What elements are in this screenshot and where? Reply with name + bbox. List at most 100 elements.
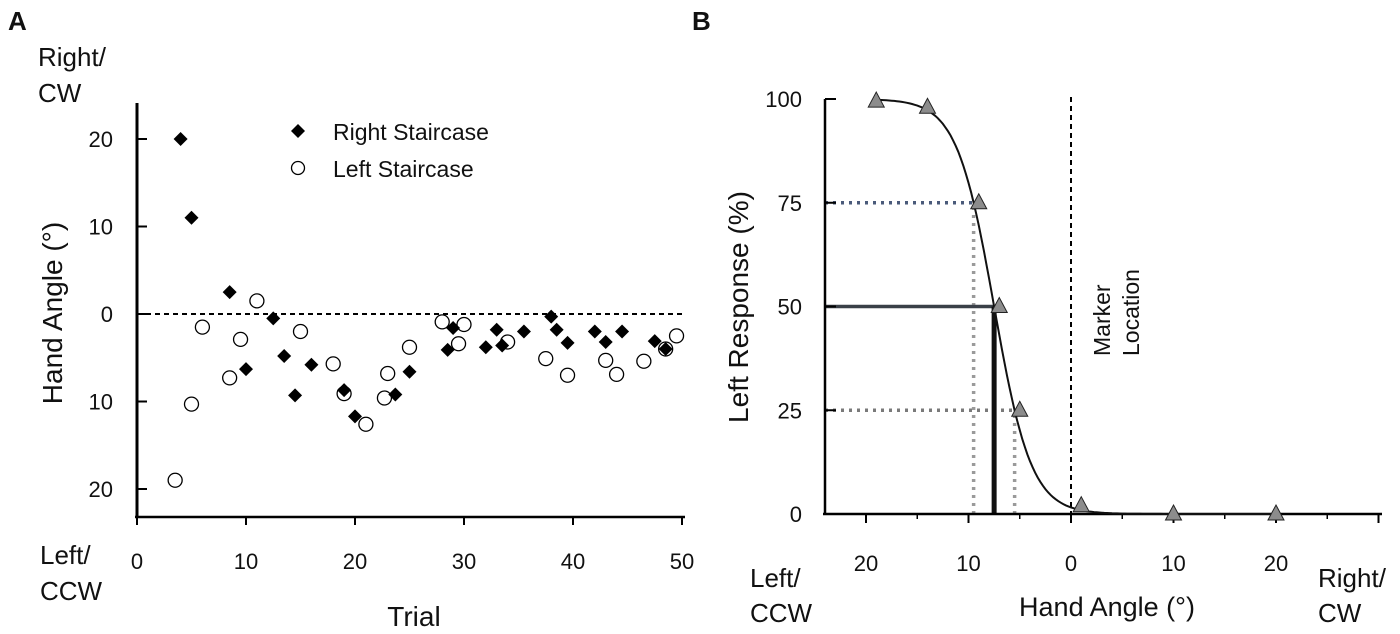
right-staircase-point bbox=[184, 210, 199, 225]
panel-b-x-right-line1: Right/ bbox=[1318, 563, 1387, 593]
left-staircase-point bbox=[608, 366, 625, 383]
legend-right-staircase-marker bbox=[291, 124, 305, 138]
left-staircase-point bbox=[221, 370, 238, 386]
panel-b-x-left-label: Left/ CCW bbox=[750, 563, 813, 628]
right-staircase-point bbox=[658, 342, 673, 356]
panel-a-label: A bbox=[8, 6, 27, 36]
panel-b-x-right-label: Right/ CW bbox=[1318, 563, 1393, 628]
marker-location-line1: Marker bbox=[1089, 284, 1115, 356]
right-staircase-point bbox=[337, 383, 352, 398]
left-staircase-point bbox=[249, 293, 265, 309]
right-staircase-point bbox=[348, 409, 362, 424]
left-staircase-point bbox=[598, 352, 614, 369]
panel-b-data-point bbox=[969, 192, 988, 210]
legend-left-staircase-label: Left Staircase bbox=[333, 156, 474, 182]
left-staircase-point bbox=[167, 472, 183, 488]
left-staircase-point bbox=[636, 353, 652, 369]
panel-b-data-point bbox=[1267, 503, 1285, 521]
left-staircase-point bbox=[434, 314, 450, 330]
panel-a: A Right/ CW Left/ CCW Hand Angle (°) Tri… bbox=[8, 6, 694, 632]
right-staircase-point bbox=[615, 324, 630, 339]
right-staircase-point bbox=[304, 357, 319, 372]
panel-a-x-tick-label: 30 bbox=[452, 549, 476, 574]
panel-b-y-tick-label: 25 bbox=[778, 398, 802, 423]
right-staircase-point bbox=[266, 311, 281, 326]
right-staircase-point bbox=[598, 335, 613, 349]
panel-a-y-bottom-label: Left/ CCW bbox=[40, 540, 103, 606]
right-staircase-point bbox=[560, 335, 575, 350]
left-staircase-point bbox=[538, 350, 554, 367]
left-staircase-point bbox=[232, 331, 249, 348]
left-staircase-point bbox=[292, 323, 309, 340]
left-staircase-point bbox=[668, 328, 685, 344]
panel-a-y-top-line2: CW bbox=[38, 78, 82, 108]
right-staircase-point bbox=[440, 342, 455, 357]
panel-b-points bbox=[867, 91, 1285, 521]
left-staircase-point bbox=[456, 316, 472, 333]
panel-b-guide-lines bbox=[825, 201, 1017, 514]
right-staircase-point bbox=[388, 387, 403, 402]
marker-location-label: Marker Location bbox=[1089, 269, 1144, 356]
panel-a-x-tick-label: 10 bbox=[234, 549, 258, 574]
panel-b: B Left Response (%) Hand Angle (°) Left/… bbox=[692, 6, 1393, 628]
panel-a-points bbox=[167, 132, 685, 488]
left-staircase-point bbox=[194, 319, 211, 335]
left-staircase-point bbox=[358, 416, 374, 432]
right-staircase-point bbox=[446, 321, 461, 335]
panel-b-label: B bbox=[692, 6, 711, 36]
panel-a-x-tick-label: 0 bbox=[131, 549, 143, 574]
panel-a-y-top-line1: Right/ bbox=[38, 42, 107, 72]
right-staircase-point bbox=[489, 322, 504, 337]
right-staircase-point bbox=[277, 349, 292, 363]
panel-b-y-ticks: 0 25 50 75 100 bbox=[765, 87, 836, 527]
panel-b-y-tick-label: 0 bbox=[790, 502, 802, 527]
panel-a-y-ticks: 20 10 0 10 20 bbox=[89, 127, 147, 502]
right-staircase-point bbox=[478, 340, 493, 355]
panel-b-x-axis-title: Hand Angle (°) bbox=[1019, 592, 1195, 622]
panel-b-data-point bbox=[990, 296, 1009, 313]
legend-left-staircase-marker bbox=[290, 160, 306, 176]
panel-a-y-tick-label: 10 bbox=[89, 390, 113, 415]
panel-b-data-point bbox=[1072, 495, 1091, 513]
left-staircase-point bbox=[450, 336, 467, 352]
right-staircase-point bbox=[288, 388, 303, 403]
panel-b-x-tick-label: 10 bbox=[1161, 551, 1185, 576]
right-staircase-point bbox=[544, 309, 559, 324]
left-staircase-point bbox=[376, 390, 393, 406]
legend-right-staircase-label: Right Staircase bbox=[333, 119, 489, 145]
right-staircase-point bbox=[222, 285, 237, 300]
marker-location-line2: Location bbox=[1118, 269, 1144, 356]
panel-b-x-left-line2: CCW bbox=[750, 598, 813, 628]
left-staircase-point bbox=[325, 356, 341, 372]
panel-b-y-tick-label: 100 bbox=[765, 87, 802, 112]
panel-b-x-tick-label: 0 bbox=[1065, 551, 1077, 576]
panel-b-data-point bbox=[918, 97, 937, 114]
right-staircase-point bbox=[647, 334, 662, 349]
panel-a-x-axis-title: Trial bbox=[387, 601, 440, 632]
right-staircase-point bbox=[239, 362, 253, 377]
panel-a-x-ticks: 0 10 20 30 40 50 bbox=[131, 517, 694, 574]
panel-a-y-axis-title: Hand Angle (°) bbox=[37, 222, 68, 404]
panel-a-legend: Right Staircase Left Staircase bbox=[290, 119, 489, 182]
panel-a-y-bottom-line1: Left/ bbox=[40, 540, 91, 570]
panel-b-data-point bbox=[1164, 503, 1183, 521]
right-staircase-point bbox=[402, 364, 417, 379]
panel-b-x-left-line1: Left/ bbox=[750, 563, 801, 593]
panel-b-y-axis-title: Left Response (%) bbox=[723, 191, 754, 423]
right-staircase-point bbox=[516, 324, 531, 339]
panel-a-x-tick-label: 20 bbox=[343, 549, 367, 574]
right-staircase-point bbox=[549, 322, 564, 337]
panel-a-x-tick-label: 50 bbox=[670, 549, 694, 574]
panel-a-y-bottom-line2: CCW bbox=[40, 576, 103, 606]
panel-a-y-tick-label: 0 bbox=[101, 302, 113, 327]
panel-a-y-tick-label: 20 bbox=[89, 127, 113, 152]
left-staircase-point bbox=[183, 396, 200, 412]
left-staircase-point bbox=[559, 367, 576, 383]
panel-a-y-tick-label: 10 bbox=[89, 215, 113, 240]
panel-b-x-tick-label: 20 bbox=[854, 551, 878, 576]
panel-b-y-tick-label: 50 bbox=[778, 295, 802, 320]
left-staircase-point bbox=[380, 365, 396, 382]
panel-b-data-point bbox=[867, 91, 886, 108]
panel-b-x-tick-label: 20 bbox=[1264, 551, 1288, 576]
